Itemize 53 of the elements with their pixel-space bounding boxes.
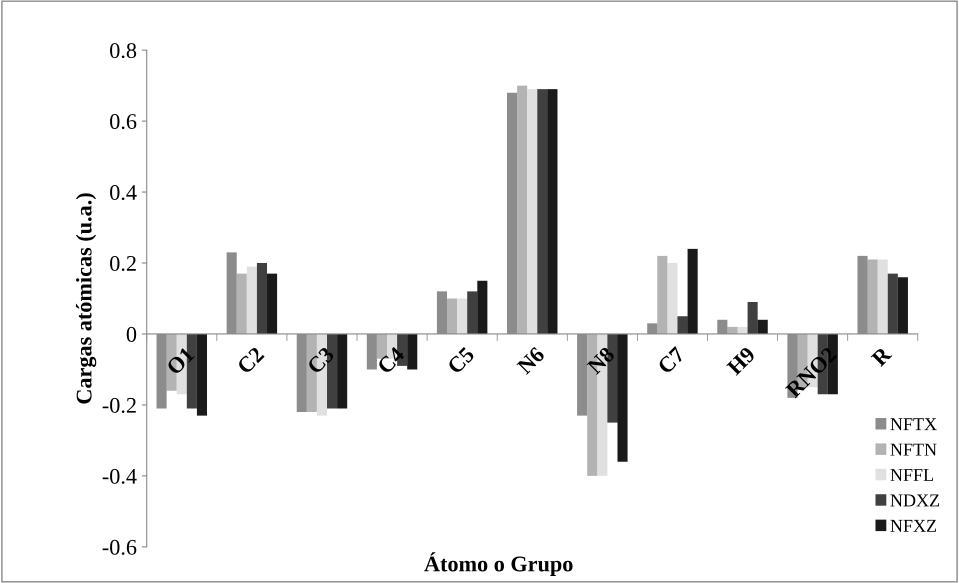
y-tick-label: 0.2 (110, 256, 136, 272)
bar (688, 248, 698, 334)
bar (748, 302, 758, 334)
bar (677, 316, 688, 334)
legend-label: NFFL (890, 469, 933, 481)
legend-label: NFTN (890, 444, 937, 456)
x-tick-label: C4 (376, 346, 406, 375)
y-tick-label: 0.6 (110, 114, 136, 130)
legend-label: NDXZ (890, 494, 940, 506)
y-tick-label: 0.4 (110, 184, 137, 200)
legend-label: NFTX (890, 418, 937, 430)
bar (196, 334, 208, 416)
bar (758, 320, 768, 334)
x-tick-label: C2 (236, 346, 265, 375)
y-axis-title: Cargas atómicas (u.a.) (76, 193, 96, 404)
bar (547, 89, 558, 334)
y-tick-label: 0.8 (110, 43, 136, 58)
x-tick-label: R (870, 346, 892, 368)
bar (727, 326, 738, 334)
bar (898, 277, 908, 334)
bar (657, 256, 668, 334)
legend-label: NFXZ (890, 520, 936, 532)
bar (527, 89, 538, 334)
bar (407, 334, 418, 370)
bar (737, 326, 748, 334)
x-tick-label: N6 (516, 346, 546, 376)
bar (617, 334, 628, 462)
bar (667, 263, 678, 334)
x-tick-label: H9 (726, 346, 756, 376)
bar (878, 259, 888, 334)
y-tick-label: -0.4 (102, 468, 137, 484)
bar (256, 263, 268, 334)
y-tick-label: -0.6 (102, 540, 136, 555)
bar (337, 334, 348, 408)
bar (246, 266, 257, 334)
bar (868, 259, 878, 334)
bar (888, 274, 898, 334)
bar (477, 280, 488, 334)
x-tick-label: N8 (586, 346, 616, 376)
bar (457, 298, 468, 334)
y-tick-label: -0.2 (102, 398, 136, 413)
bar (267, 274, 278, 334)
bar (537, 89, 548, 334)
x-axis-title: Átomo o Grupo (424, 552, 573, 576)
x-tick-label: C3 (306, 346, 335, 375)
x-tick-label: C7 (656, 346, 686, 375)
bar (467, 291, 478, 334)
y-tick-label: 0 (126, 326, 136, 342)
bar (236, 274, 247, 334)
x-tick-label: O1 (166, 346, 195, 376)
bar (517, 86, 528, 334)
bar (447, 298, 458, 334)
x-tick-label: C5 (446, 346, 476, 375)
